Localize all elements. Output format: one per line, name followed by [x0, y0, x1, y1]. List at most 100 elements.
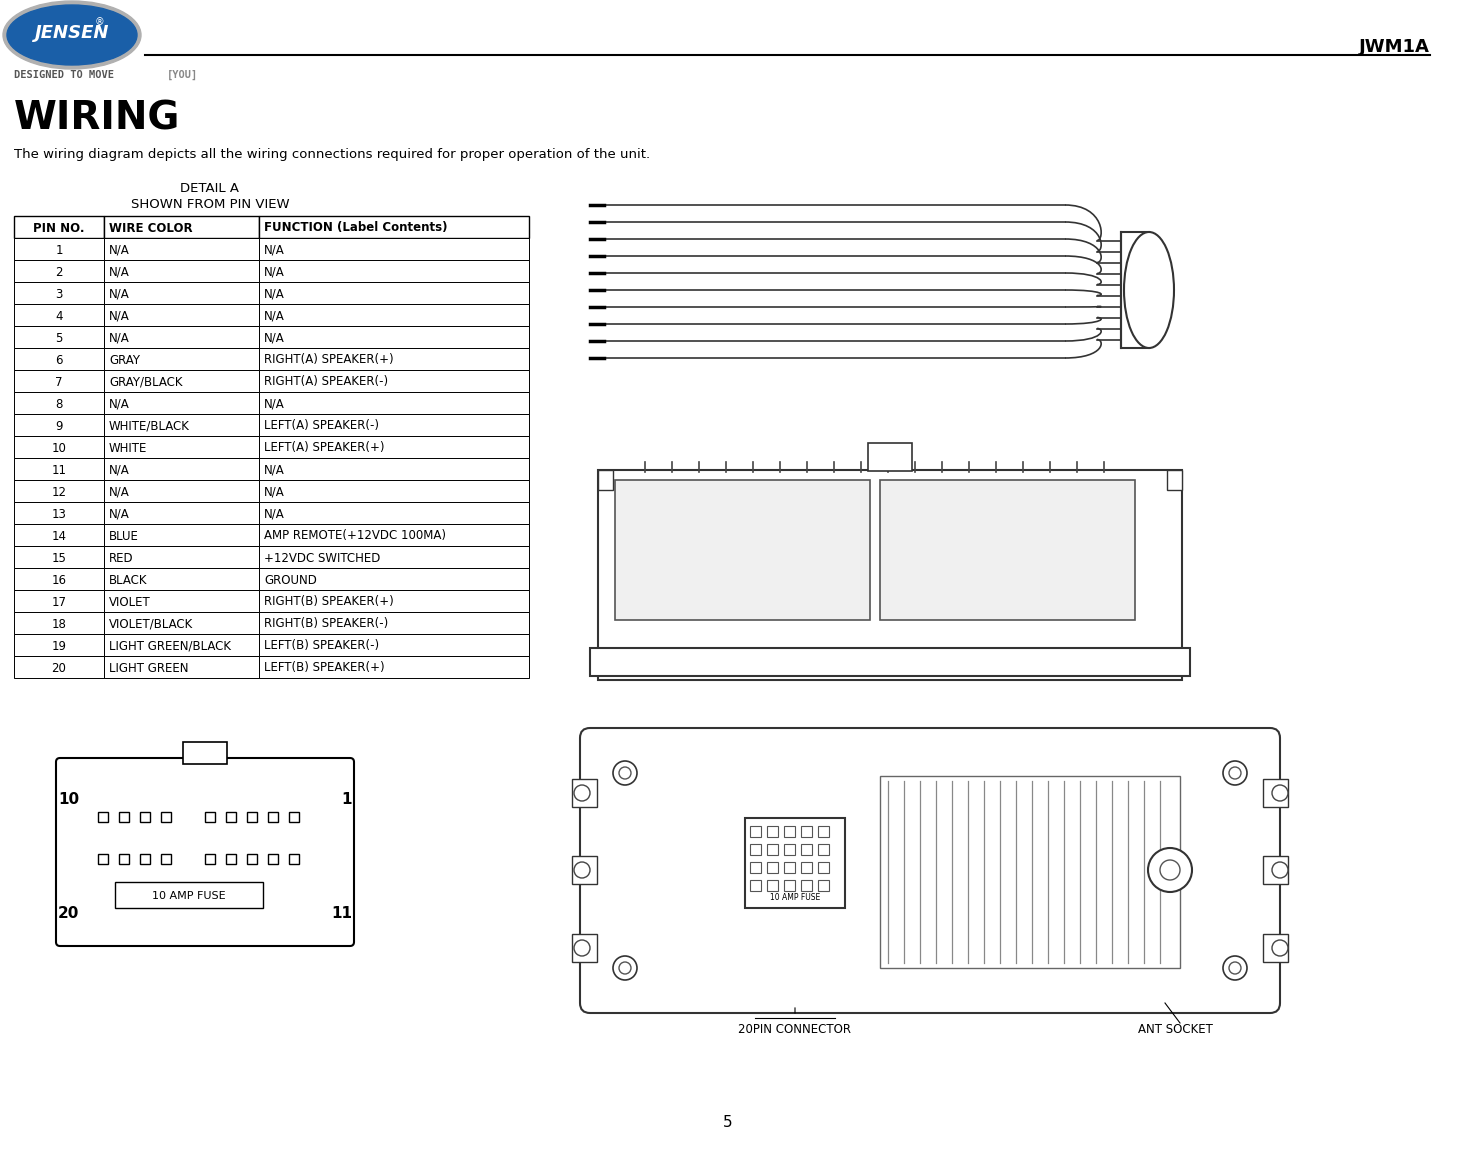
Circle shape	[1222, 761, 1247, 785]
Text: RED: RED	[109, 552, 134, 564]
Text: 7: 7	[55, 376, 63, 388]
Circle shape	[1272, 785, 1288, 801]
Text: DETAIL A: DETAIL A	[181, 182, 239, 195]
Bar	[119, 854, 130, 864]
Bar	[103, 458, 259, 480]
Bar	[98, 812, 108, 822]
Bar	[259, 370, 529, 392]
Circle shape	[1272, 862, 1288, 878]
Text: 10: 10	[58, 793, 79, 808]
Text: 10 AMP FUSE: 10 AMP FUSE	[769, 894, 820, 902]
Text: 5: 5	[723, 1115, 733, 1129]
Bar	[226, 854, 236, 864]
Text: N/A: N/A	[264, 463, 284, 477]
Text: RIGHT(A) SPEAKER(+): RIGHT(A) SPEAKER(+)	[264, 354, 393, 367]
Bar	[801, 880, 812, 890]
Text: WHITE: WHITE	[109, 441, 147, 455]
Bar	[15, 326, 103, 348]
Text: LEFT(B) SPEAKER(-): LEFT(B) SPEAKER(-)	[264, 640, 379, 653]
Bar	[750, 826, 761, 836]
Text: 20: 20	[51, 662, 67, 674]
Bar	[259, 502, 529, 524]
Bar	[259, 568, 529, 589]
Bar	[103, 282, 259, 304]
Bar	[784, 826, 796, 836]
Text: 11: 11	[331, 907, 353, 921]
Bar	[162, 812, 170, 822]
Bar	[103, 589, 259, 612]
Text: N/A: N/A	[264, 244, 284, 256]
Bar	[103, 414, 259, 435]
FancyBboxPatch shape	[55, 758, 354, 946]
Bar	[103, 238, 259, 260]
Bar	[205, 854, 216, 864]
Bar	[103, 656, 259, 678]
Text: 11: 11	[51, 463, 67, 477]
Bar	[880, 776, 1180, 967]
Bar	[103, 546, 259, 568]
Text: SHOWN FROM PIN VIEW: SHOWN FROM PIN VIEW	[131, 198, 290, 211]
Bar	[259, 216, 529, 238]
Text: N/A: N/A	[109, 309, 130, 323]
Circle shape	[619, 768, 631, 779]
Bar	[1263, 856, 1288, 884]
Text: +12VDC SWITCHED: +12VDC SWITCHED	[264, 552, 380, 564]
Ellipse shape	[7, 5, 137, 65]
Text: 3: 3	[55, 287, 63, 301]
Bar	[259, 612, 529, 634]
Text: 1: 1	[341, 793, 353, 808]
Text: LEFT(B) SPEAKER(+): LEFT(B) SPEAKER(+)	[264, 662, 385, 674]
Text: ANT SOCKET: ANT SOCKET	[1138, 1023, 1212, 1036]
Text: GRAY: GRAY	[109, 354, 140, 367]
Text: N/A: N/A	[264, 398, 284, 410]
Bar	[801, 862, 812, 873]
Text: 18: 18	[51, 617, 67, 631]
Bar	[259, 435, 529, 458]
Text: RIGHT(B) SPEAKER(+): RIGHT(B) SPEAKER(+)	[264, 595, 393, 609]
Text: N/A: N/A	[264, 287, 284, 301]
Ellipse shape	[1123, 232, 1174, 348]
Bar	[784, 880, 796, 890]
Bar	[259, 524, 529, 546]
Circle shape	[613, 761, 637, 785]
Text: N/A: N/A	[109, 508, 130, 520]
Bar	[259, 304, 529, 326]
Bar	[103, 348, 259, 370]
Bar	[1167, 470, 1182, 489]
Text: 10: 10	[51, 441, 67, 455]
Text: 6: 6	[55, 354, 63, 367]
Text: GRAY/BLACK: GRAY/BLACK	[109, 376, 182, 388]
Text: BLACK: BLACK	[109, 573, 147, 586]
Bar	[259, 480, 529, 502]
Text: 14: 14	[51, 530, 67, 542]
Bar	[103, 370, 259, 392]
Bar	[15, 524, 103, 546]
Bar	[103, 435, 259, 458]
Bar	[597, 470, 613, 489]
Bar	[15, 414, 103, 435]
Bar	[15, 589, 103, 612]
Bar	[15, 370, 103, 392]
Text: 10 AMP FUSE: 10 AMP FUSE	[152, 890, 226, 901]
Bar	[15, 435, 103, 458]
Text: N/A: N/A	[109, 398, 130, 410]
Bar	[98, 854, 108, 864]
Bar	[766, 826, 778, 836]
Text: ®: ®	[95, 17, 105, 26]
Bar	[115, 882, 264, 908]
Bar	[259, 326, 529, 348]
Bar	[268, 854, 278, 864]
Text: N/A: N/A	[264, 486, 284, 499]
Bar	[745, 818, 845, 908]
Text: N/A: N/A	[264, 332, 284, 345]
Text: WHITE/BLACK: WHITE/BLACK	[109, 419, 189, 432]
Bar	[259, 260, 529, 282]
Circle shape	[1272, 940, 1288, 956]
Bar	[119, 812, 130, 822]
Text: N/A: N/A	[109, 332, 130, 345]
Bar	[817, 862, 829, 873]
Text: 19: 19	[51, 640, 67, 653]
Text: 13: 13	[51, 508, 67, 520]
Bar	[259, 546, 529, 568]
Bar	[573, 934, 597, 962]
